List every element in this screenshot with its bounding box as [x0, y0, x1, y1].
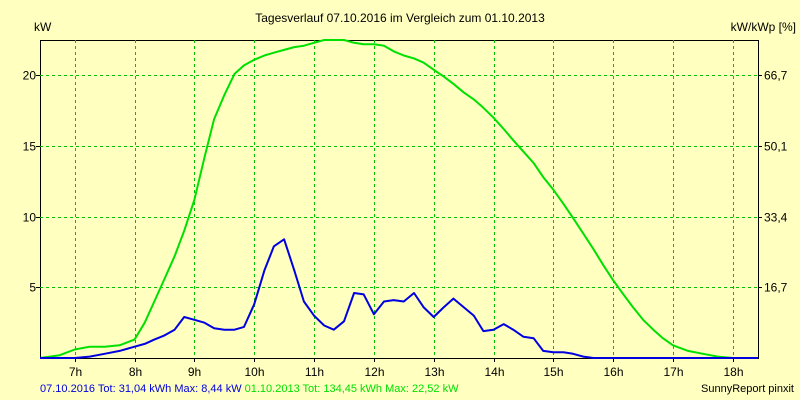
- x-tick-label: 14h: [484, 365, 504, 379]
- x-tick-label: 12h: [364, 365, 384, 379]
- x-tick-label: 8h: [129, 365, 142, 379]
- series-lines: [39, 39, 758, 359]
- x-tick-label: 17h: [663, 365, 683, 379]
- y2-tick-label: 33,4: [764, 211, 788, 225]
- x-tick-label: 9h: [188, 365, 201, 379]
- y-tick-label: 20: [23, 69, 37, 83]
- x-tick-label: 18h: [723, 365, 743, 379]
- x-tick-label: 15h: [543, 365, 563, 379]
- y-tick-label: 15: [23, 140, 37, 154]
- y-tick-label: 10: [23, 211, 37, 225]
- chart-title: Tagesverlauf 07.10.2016 im Vergleich zum…: [255, 11, 545, 25]
- x-tick-label: 10h: [244, 365, 264, 379]
- series-line-01-10-2013: [39, 39, 758, 359]
- x-tick-label: 16h: [603, 365, 623, 379]
- x-tick-label: 7h: [69, 365, 82, 379]
- footer-bar: 07.10.2016 Tot: 31,04 kWh Max: 8,44 kW 0…: [0, 381, 800, 397]
- axis-ticks: 7h 8h 9h 10h 11h 12h 13h 14h 15h 16h 17h 18h 5 16,7 10…: [23, 69, 788, 380]
- y2-tick-label: 50,1: [764, 140, 788, 154]
- summary-2016: 07.10.2016 Tot: 31,04 kWh Max: 8,44 kW: [40, 383, 242, 395]
- x-tick-label: 13h: [424, 365, 444, 379]
- footer-credit: SunnyReport pinxit: [701, 383, 794, 395]
- summary-2013: 01.10.2013 Tot: 134,45 kWh Max: 22,52 kW: [244, 383, 459, 395]
- day-profile-chart: Tagesverlauf 07.10.2016 im Vergleich zum…: [23, 11, 796, 380]
- y2-tick-label: 16,7: [764, 281, 788, 295]
- y-tick-label: 5: [29, 281, 36, 295]
- x-tick-label: 11h: [305, 365, 324, 379]
- series-line-07-10-2016: [40, 238, 758, 359]
- y-axis-label-left: kW: [34, 20, 52, 34]
- y-axis-label-right: kW/kWp [%]: [731, 20, 796, 34]
- grid-lines: [40, 40, 758, 358]
- y2-tick-label: 66,7: [764, 69, 788, 83]
- plot-frame: [40, 40, 759, 359]
- footer-summary: 07.10.2016 Tot: 31,04 kWh Max: 8,44 kW 0…: [40, 381, 458, 397]
